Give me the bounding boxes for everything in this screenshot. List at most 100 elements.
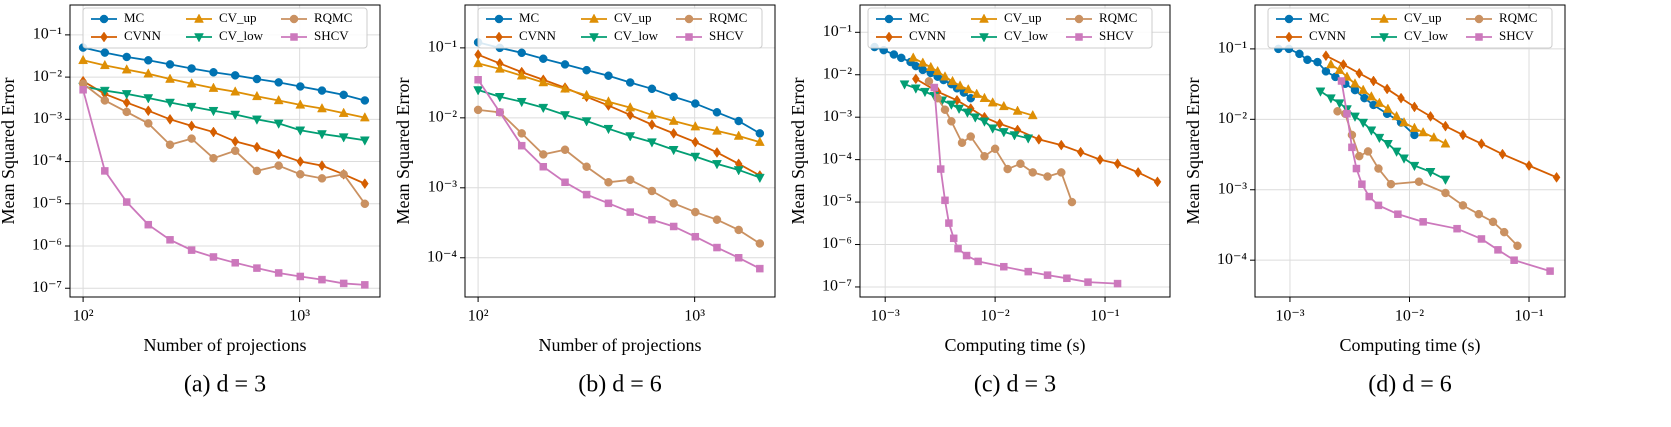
legend-marker: [495, 31, 503, 43]
marker: [1057, 168, 1066, 177]
marker: [648, 215, 656, 224]
marker: [1409, 122, 1420, 132]
marker: [100, 96, 110, 105]
y-axis-label: Mean Squared Error: [1183, 78, 1203, 225]
series: [1333, 107, 1522, 251]
marker: [1333, 107, 1342, 116]
marker: [208, 82, 219, 92]
marker: [252, 90, 262, 101]
series-line: [477, 53, 761, 177]
marker: [712, 160, 722, 170]
marker: [99, 86, 110, 97]
marker: [296, 156, 305, 167]
marker: [1477, 138, 1486, 150]
marker: [733, 130, 744, 140]
marker: [908, 52, 919, 62]
marker: [274, 269, 283, 277]
marker: [1355, 151, 1364, 161]
marker: [165, 60, 175, 69]
legend-label: MC: [519, 10, 539, 25]
marker: [625, 132, 636, 142]
marker: [1063, 274, 1071, 283]
x-axis-label: Computing time (s): [945, 335, 1086, 356]
marker: [581, 117, 592, 127]
marker: [338, 133, 349, 143]
marker: [539, 150, 548, 159]
marker: [954, 104, 964, 115]
marker: [669, 222, 678, 231]
marker: [1391, 147, 1402, 157]
y-tick-label: 10⁻²: [33, 68, 62, 85]
marker: [317, 86, 327, 95]
marker: [1325, 94, 1336, 104]
y-tick-label: 10⁻³: [823, 108, 852, 125]
marker: [648, 119, 656, 131]
series-line: [477, 89, 761, 179]
marker: [339, 90, 348, 100]
series: [1315, 87, 1451, 185]
series-line: [82, 59, 366, 119]
marker: [924, 77, 934, 86]
series: [908, 52, 1038, 120]
marker: [1360, 93, 1369, 103]
legend-label: CVNN: [1309, 28, 1346, 43]
marker: [560, 111, 570, 121]
marker: [473, 57, 484, 68]
legend-marker: [1379, 13, 1389, 23]
marker: [1546, 267, 1554, 275]
marker: [187, 246, 196, 254]
marker: [987, 124, 998, 134]
marker: [690, 121, 701, 131]
marker: [187, 64, 196, 73]
marker: [1350, 112, 1360, 122]
marker: [100, 48, 110, 57]
marker: [1391, 110, 1402, 121]
marker: [712, 215, 722, 224]
plot-area: [860, 5, 1170, 297]
marker: [494, 63, 505, 73]
legend-label: CV_low: [1404, 28, 1449, 43]
marker: [230, 110, 241, 121]
marker: [604, 199, 613, 208]
marker: [296, 82, 305, 91]
y-tick-label: 10⁻³: [33, 110, 62, 127]
marker: [604, 71, 613, 80]
marker: [539, 162, 548, 171]
marker: [1076, 146, 1085, 158]
y-axis-label: Mean Squared Error: [393, 78, 413, 225]
marker: [209, 253, 218, 261]
marker: [669, 92, 678, 102]
marker: [941, 196, 949, 205]
legend-label: CV_up: [219, 10, 257, 25]
x-tick-label: 10³: [684, 308, 705, 325]
plot-area: [70, 5, 380, 297]
marker: [925, 61, 936, 72]
x-tick-label: 10⁻²: [1395, 308, 1424, 325]
marker: [755, 239, 765, 248]
legend-marker: [589, 33, 599, 43]
marker: [974, 257, 982, 266]
legend-marker: [194, 13, 204, 23]
marker: [318, 275, 326, 284]
marker: [1355, 67, 1364, 79]
marker: [691, 232, 700, 241]
legend-marker: [494, 14, 504, 24]
series: [78, 82, 370, 146]
marker: [603, 124, 614, 135]
marker: [990, 144, 1000, 154]
marker: [516, 70, 527, 80]
series: [930, 83, 1122, 288]
marker: [143, 68, 154, 78]
marker: [1374, 97, 1385, 107]
marker: [1410, 130, 1419, 140]
axes-frame: [1254, 4, 1566, 298]
marker: [187, 134, 196, 143]
legend-label: RQMC: [314, 10, 352, 25]
marker: [897, 53, 906, 63]
marker: [539, 54, 548, 63]
marker: [625, 175, 635, 185]
marker: [1024, 267, 1032, 276]
marker: [1350, 78, 1360, 88]
marker: [936, 165, 945, 173]
